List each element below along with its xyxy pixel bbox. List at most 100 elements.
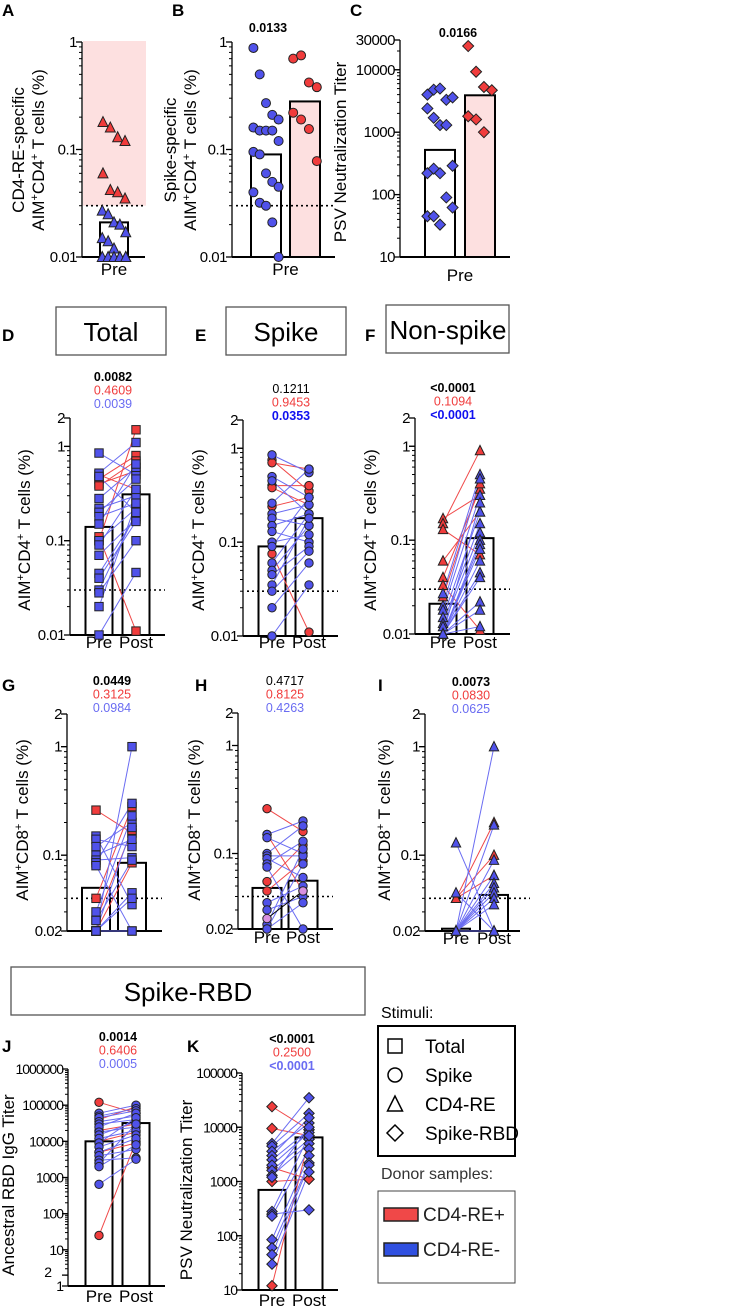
panel-letter: E [195,326,206,345]
data-point-triangle [119,191,131,204]
data-point-circle [304,627,314,637]
pair-line-red [271,462,310,470]
y-axis-label-part: CD4-RE-specific [9,87,28,213]
p-value: 0.8125 [266,688,304,702]
data-point-circle [254,149,265,160]
p-value: 0.0082 [94,370,132,384]
x-tick-label-pre: Pre [254,928,280,947]
pair-line-blue [271,1132,310,1166]
pair-line-blue [98,1158,137,1185]
y-tick-label: 100000 [22,1097,64,1113]
y-axis-label: CD4-RE-specific [9,87,28,213]
pair-line-blue [95,803,133,864]
data-point-diamond [469,113,483,126]
data-point-diamond [266,1171,278,1184]
data-point-triangle [437,587,449,599]
pair-line-blue [271,513,310,527]
pair-line-blue [455,746,495,932]
data-points [91,741,137,936]
x-tick-label-post: Post [477,929,511,948]
pair-line-blue [95,857,133,861]
panel-letter: I [378,676,383,695]
data-point-circle [298,836,308,846]
data-point-square [94,481,104,491]
title-box-total: Total [55,306,167,356]
y-axis-label-part: CD4 [29,160,48,194]
data-point-triangle [96,231,109,244]
y-axis-label-part: + [361,574,373,580]
data-point-circle [304,529,314,540]
data-point-triangle [108,215,120,228]
title-box-rbd: Spike-RBD [10,966,366,1016]
data-point-circle [94,1097,104,1108]
pair-line-red [266,834,304,892]
pair-line-blue [98,1126,137,1133]
pair-line-blue [271,1117,310,1156]
y-tick-label: 2 [44,1264,52,1280]
pair-line-blue [266,902,304,930]
pair-line-red [271,496,310,507]
data-point-square [131,498,141,508]
panel-K: K 10 100 1000 10000 100000 PSV Neutralization … [177,1032,338,1307]
x-tick-label-pre: Pre [101,260,127,279]
panel-letter: A [2,1,14,20]
pair-line-blue [442,478,481,606]
pair-line-red [271,553,310,633]
y-tick-label: 10 [379,249,395,266]
data-point-circle [131,1154,141,1164]
p-value: <0.0001 [269,1032,315,1046]
shaded-region [83,41,146,206]
y-axis-label-part: CD4 [361,540,380,574]
data-point-square [91,907,101,917]
pair-line-blue [442,577,481,635]
data-point-circle [298,859,308,869]
y-axis-label: AIM+CD4+ T cells (%) [29,69,48,231]
pair-line-blue [95,859,133,921]
pair-line-blue [271,1148,310,1217]
y-tick-label: 1 [412,739,420,756]
pair-line-red [98,1131,137,1142]
pair-lines [271,1097,310,1286]
y-axis-label: AIM+CD8+ T cells (%) [375,739,394,901]
y-tick-label: 0.1 [214,846,234,863]
data-point-diamond [446,91,459,104]
y-axis-label-part: CD8 [13,830,32,864]
pair-line-blue [98,1134,137,1148]
pair-line-red [95,862,133,932]
y-axis-label-part: CD4 [15,540,34,574]
data-point-diamond [266,1279,278,1292]
data-point-diamond [446,159,459,172]
pair-line-blue [271,468,310,504]
pair-line-blue [271,1171,310,1265]
y-axis-label-part: + [181,154,193,160]
pair-line-blue [95,897,133,932]
pair-line-blue [271,454,310,474]
pair-line-blue [98,1108,137,1117]
pair-line-blue [98,572,137,636]
y-axis-label-part: T cells (%) [15,449,34,533]
pair-line-red [271,487,310,506]
data-point-circle [288,107,299,118]
y-tick-label: 0.02 [393,923,420,940]
data-point-square [94,550,104,561]
pair-line-blue [271,1209,310,1215]
p-value: 0.0014 [99,1030,137,1044]
data-point-diamond [303,1166,315,1178]
data-point-square [127,926,137,936]
legend-swatch-red [383,1207,419,1222]
pair-line-blue [271,1155,310,1240]
pair-line-blue [271,525,310,571]
data-point-circle [267,631,277,641]
y-axis-label-part: AIM [13,871,32,901]
pair-line-red [98,1101,137,1114]
pair-line-blue [271,530,310,543]
data-point-diamond [461,39,475,53]
data-point-circle [298,844,308,854]
data-point-circle [298,886,308,896]
x-tick-label-post: Post [292,633,326,652]
pair-line-red [266,808,304,832]
diamond-icon [385,1123,405,1143]
